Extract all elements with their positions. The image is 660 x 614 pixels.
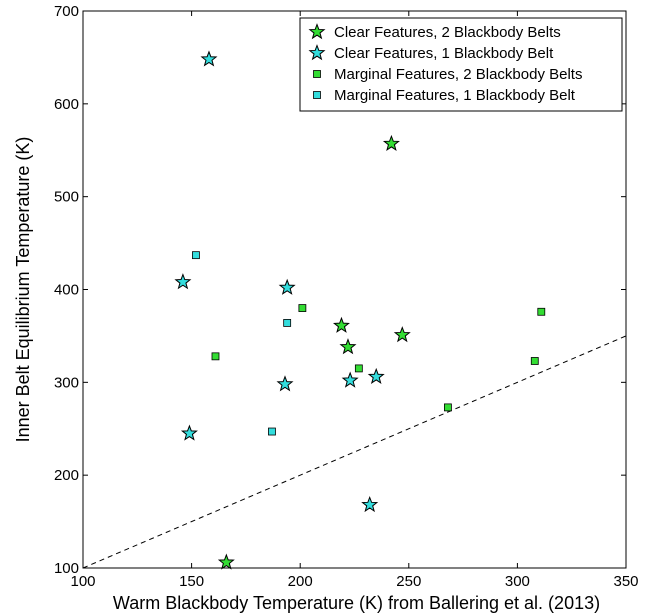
legend-label: Marginal Features, 2 Blackbody Belts xyxy=(334,66,582,83)
data-point-star xyxy=(217,553,235,570)
legend-marker xyxy=(308,23,326,40)
data-point-square xyxy=(443,403,452,412)
x-tick-label: 150 xyxy=(179,573,204,590)
legend-label: Marginal Features, 1 Blackbody Belt xyxy=(334,87,576,104)
data-point-star xyxy=(174,273,192,290)
axis-ticks-layer: 100 150 200 250 300 350 100 200 300 400 500 600 700 xyxy=(54,3,639,590)
x-tick-label: 200 xyxy=(288,573,313,590)
legend-box xyxy=(299,17,623,112)
y-tick-label: 100 xyxy=(54,560,79,577)
data-point-star xyxy=(393,326,411,343)
x-tick-label: 350 xyxy=(613,573,638,590)
data-point-star xyxy=(382,134,400,151)
legend: Clear Features, 2 Blackbody Belts Clear F… xyxy=(299,17,623,112)
reference-line-layer xyxy=(82,335,627,569)
legend-label: Clear Features, 1 Blackbody Belt xyxy=(334,45,554,62)
y-tick-label: 600 xyxy=(54,96,79,113)
data-point-star xyxy=(367,367,385,384)
y-axis-label: Inner Belt Equilibrium Temperature (K) xyxy=(13,137,33,443)
x-tick-label: 300 xyxy=(505,573,530,590)
data-point-star xyxy=(278,278,296,295)
y-tick-label: 700 xyxy=(54,3,79,20)
one-to-one-reference-line xyxy=(82,335,627,569)
data-point-square xyxy=(283,319,292,327)
data-point-square xyxy=(211,352,220,361)
data-point-star xyxy=(341,371,359,388)
legend-marker xyxy=(313,91,321,99)
y-tick-label: 200 xyxy=(54,467,79,484)
data-point-star xyxy=(200,50,218,67)
legend-label: Clear Features, 2 Blackbody Belts xyxy=(334,24,561,41)
y-tick-label: 500 xyxy=(54,189,79,206)
y-tick-label: 300 xyxy=(54,374,79,391)
data-point-star xyxy=(180,424,198,441)
x-tick-label: 100 xyxy=(70,573,95,590)
data-points-layer xyxy=(174,50,546,570)
data-point-star xyxy=(339,338,357,355)
y-tick-label: 400 xyxy=(54,282,79,299)
legend-marker xyxy=(313,70,321,78)
data-point-square xyxy=(530,357,539,365)
data-point-star xyxy=(361,495,379,513)
data-point-star xyxy=(332,316,350,333)
legend-marker xyxy=(308,44,326,61)
data-point-square xyxy=(192,251,200,260)
x-tick-label: 250 xyxy=(396,573,421,590)
data-point-square xyxy=(268,427,276,436)
data-point-square xyxy=(298,304,307,312)
data-point-square xyxy=(537,307,546,316)
data-point-square xyxy=(354,364,363,373)
data-point-star xyxy=(276,375,294,392)
x-axis-label: Warm Blackbody Temperature (K) from Ball… xyxy=(113,593,600,613)
